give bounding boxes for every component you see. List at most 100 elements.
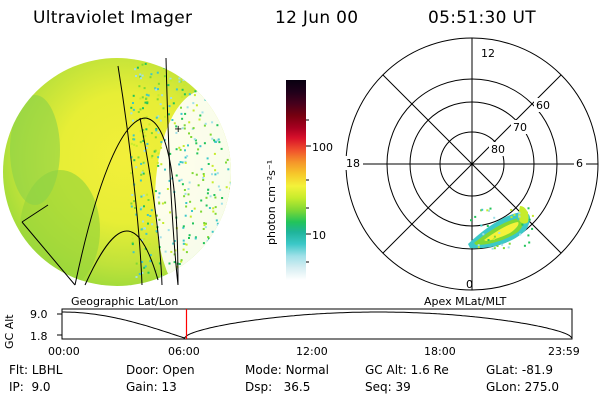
image-pixel xyxy=(191,210,193,212)
image-pixel xyxy=(194,139,197,142)
image-pixel xyxy=(158,202,161,205)
image-pixel xyxy=(225,161,227,164)
time-tick-1200: 12:00 xyxy=(296,345,328,358)
image-pixel xyxy=(131,194,134,196)
image-pixel xyxy=(131,240,134,243)
altitude-tick-low: 1.8 xyxy=(30,330,48,343)
mlat-80-label: 80 xyxy=(491,143,505,156)
image-pixel xyxy=(131,237,134,240)
image-pixel xyxy=(205,222,207,225)
image-pixel xyxy=(212,207,215,210)
image-pixel xyxy=(170,97,173,99)
emission-pixel xyxy=(487,239,490,241)
image-pixel xyxy=(145,232,148,235)
image-pixel xyxy=(163,75,166,78)
image-pixel xyxy=(198,118,201,121)
image-pixel xyxy=(173,261,176,264)
image-pixel xyxy=(205,196,208,199)
image-pixel xyxy=(132,94,135,97)
image-pixel xyxy=(193,138,196,141)
image-pixel xyxy=(154,136,157,139)
emission-pixel xyxy=(527,234,530,237)
image-pixel xyxy=(145,146,148,149)
image-pixel xyxy=(141,271,144,274)
image-pixel xyxy=(143,87,146,90)
time-tick-1800: 18:00 xyxy=(424,345,456,358)
image-pixel xyxy=(142,139,145,142)
image-pixel xyxy=(139,141,142,144)
image-pixel xyxy=(172,102,175,105)
image-pixel xyxy=(182,79,185,81)
image-pixel xyxy=(143,266,146,269)
image-pixel xyxy=(195,173,198,176)
image-pixel xyxy=(180,259,183,262)
image-pixel xyxy=(169,152,172,155)
image-pixel xyxy=(216,139,219,142)
image-pixel xyxy=(214,196,217,199)
image-pixel xyxy=(156,98,159,101)
image-pixel xyxy=(146,102,149,105)
image-pixel xyxy=(157,156,160,159)
image-pixel xyxy=(181,183,184,186)
colorbar xyxy=(286,80,306,280)
image-pixel xyxy=(211,121,214,124)
image-pixel xyxy=(203,124,206,127)
image-pixel xyxy=(195,104,198,107)
emission-pixel xyxy=(507,246,510,249)
image-pixel xyxy=(142,220,145,223)
image-pixel xyxy=(202,179,205,181)
mlt-0-label: 0 xyxy=(466,278,473,291)
image-pixel xyxy=(136,119,139,122)
image-pixel xyxy=(175,174,178,177)
image-pixel xyxy=(185,243,188,246)
emission-pixel xyxy=(480,224,483,227)
image-pixel xyxy=(155,129,158,132)
image-pixel xyxy=(157,131,160,134)
image-pixel xyxy=(137,111,140,113)
image-pixel xyxy=(156,276,159,279)
image-pixel xyxy=(143,227,146,230)
image-pixel xyxy=(175,265,178,268)
time-tick-0000: 00:00 xyxy=(48,345,80,358)
image-pixel xyxy=(150,73,153,76)
emission-pixel xyxy=(518,212,521,215)
image-pixel xyxy=(168,113,170,116)
image-pixel xyxy=(217,185,220,188)
image-pixel xyxy=(187,193,190,196)
image-pixel xyxy=(203,175,205,177)
image-pixel xyxy=(131,243,134,246)
image-pixel xyxy=(160,163,163,166)
image-pixel xyxy=(167,229,170,232)
geographic-caption: Geographic Lat/Lon xyxy=(71,295,179,308)
image-pixel xyxy=(188,234,191,237)
date-label: 12 Jun 00 xyxy=(275,8,359,28)
image-pixel xyxy=(173,122,176,125)
image-pixel xyxy=(214,140,216,143)
image-pixel xyxy=(214,169,217,172)
image-pixel xyxy=(169,77,172,80)
emission-pixel xyxy=(486,209,489,212)
image-pixel xyxy=(148,123,151,126)
image-pixel xyxy=(175,88,178,91)
status-glon: GLon: 275.0 xyxy=(486,380,559,394)
image-pixel xyxy=(140,162,143,165)
image-pixel xyxy=(188,121,191,124)
colorbar-tick-100: 100 xyxy=(312,141,333,154)
image-pixel xyxy=(179,148,182,151)
image-pixel xyxy=(140,173,143,176)
image-pixel xyxy=(206,157,209,160)
image-pixel xyxy=(192,127,195,130)
image-pixel xyxy=(130,233,133,236)
image-pixel xyxy=(183,195,186,198)
image-pixel xyxy=(157,164,160,167)
emission-pixel xyxy=(491,247,494,250)
emission-pixel xyxy=(492,238,495,240)
image-pixel xyxy=(145,93,148,96)
image-pixel xyxy=(219,188,222,191)
status-dsp: Dsp: 36.5 xyxy=(245,380,311,394)
image-pixel xyxy=(145,97,148,100)
image-pixel xyxy=(143,131,146,134)
image-pixel xyxy=(188,181,191,184)
image-pixel xyxy=(142,107,144,110)
image-pixel xyxy=(226,158,229,161)
